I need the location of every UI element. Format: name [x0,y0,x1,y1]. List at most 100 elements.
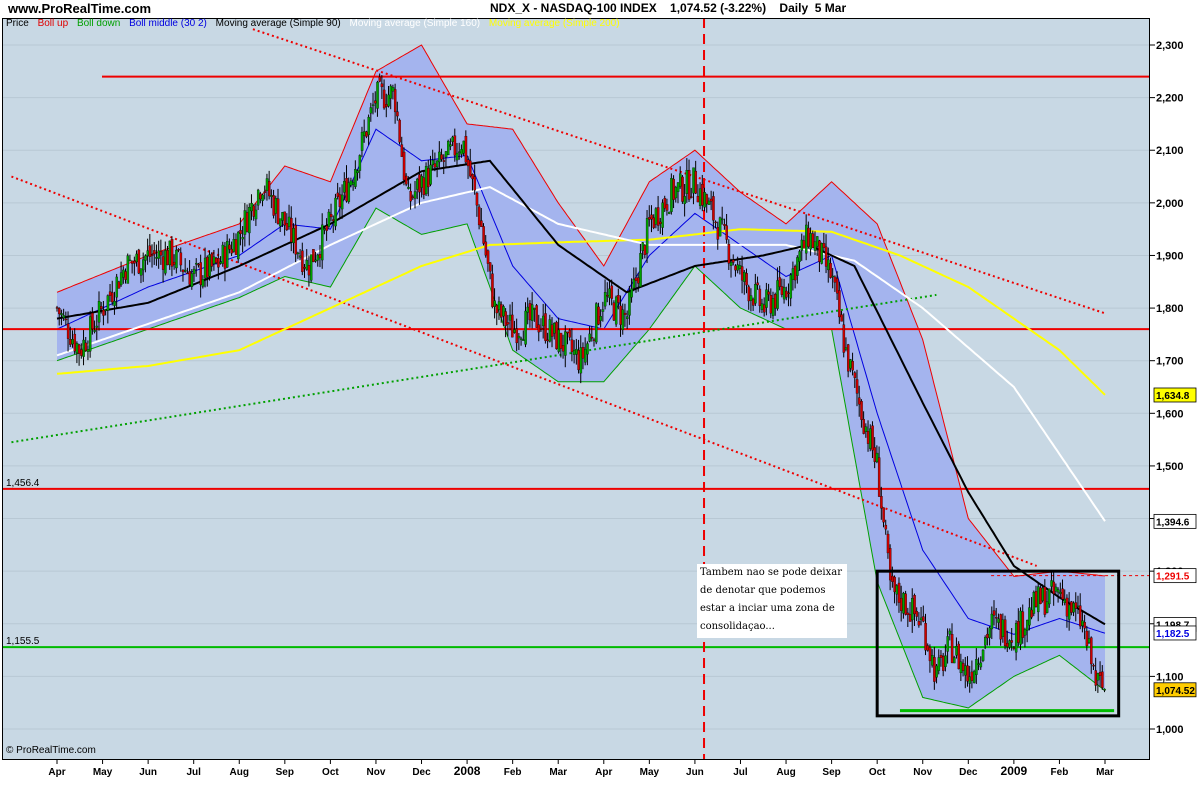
candle [393,83,397,124]
candle-body [818,240,821,262]
candle-body [946,636,949,652]
candle-body [338,194,342,208]
candle-body [1043,586,1047,615]
candle-body [82,339,85,357]
candle [126,253,130,284]
candle [488,262,492,280]
candle-body [1028,607,1031,626]
candle [785,286,788,301]
candle [884,519,888,535]
candle [915,607,919,621]
candle-body [212,256,216,265]
candle [725,213,728,244]
site-name[interactable]: www.ProRealTime.com [8,1,152,16]
candle [721,206,724,225]
candle-body [290,218,293,243]
candle [590,326,594,342]
candle [371,92,375,115]
header-bar: www.ProRealTime.com NDX_X - NASDAQ-100 I… [0,0,1200,18]
candle-body [500,304,503,318]
candle [674,185,678,203]
candle [922,605,925,623]
candle-body [1037,586,1040,613]
legend-ma160[interactable]: Moving average (Simple 160) [349,18,481,29]
candle [347,177,351,204]
legend-ma200[interactable]: Moving average (Simple 200) [488,18,620,29]
candle [880,486,883,520]
level-label-1,456.4: 1,456.4 [6,478,40,489]
candle-body [517,335,521,339]
candle-body [988,627,991,638]
candle [106,294,110,324]
candle-body [157,250,161,259]
x-tick-label: Aug [776,767,795,778]
candle-body [718,217,722,237]
candle-body [460,149,463,155]
candle-body [210,253,214,267]
footer-credit: © ProRealTime.com [6,745,96,756]
candle [77,343,81,366]
candle-body [780,286,784,295]
candle [681,174,684,204]
legend-boll-down[interactable]: Boll down [76,18,121,29]
annotation-note: Tambem nao se pode deixar de denotar que… [697,564,847,638]
candle [928,644,932,673]
candle-body [287,216,291,227]
candle-body [807,227,810,247]
candle [663,195,667,212]
legend-ma90[interactable]: Moving average (Simple 90) [215,18,341,29]
candle-body [142,259,145,271]
candle [822,232,826,253]
candle-body [416,178,419,190]
y-tick-label: 1,900 [1156,250,1184,262]
candle-body [701,184,704,206]
candle-body [396,111,399,117]
candle-body [979,662,983,668]
candle [329,203,333,222]
candle [175,245,178,274]
candle-body [447,141,450,156]
candle-body [553,322,556,334]
candle [376,80,379,117]
x-tick-label: 2009 [1001,764,1028,778]
candle [831,268,835,289]
candle [948,628,952,641]
candle [327,209,331,229]
candle [603,279,607,310]
legend-price[interactable]: Price [6,18,29,29]
candle [447,139,450,156]
candle [117,280,121,289]
candle-body [80,349,83,356]
candle-body [93,330,96,332]
candle [979,656,983,670]
candle-body [451,136,454,143]
candle [475,191,479,217]
candle [402,147,406,186]
candle-body [391,87,395,92]
candle-body [265,178,269,192]
candle-body [137,249,141,274]
candle-body [908,614,912,622]
candle-body [785,290,788,298]
candle [480,207,483,227]
candle-body [440,154,443,160]
consolidation-box [875,569,1121,718]
candle-body [371,104,375,106]
candle-body [1014,623,1018,653]
candle-body [75,343,79,354]
legend-boll-up[interactable]: Boll up [37,18,69,29]
candle-body [256,189,260,206]
candle-body [650,214,653,220]
candle-body [263,191,267,193]
candle-body [778,277,781,287]
candle-body [581,347,585,359]
candle-body [1072,602,1075,613]
candle [707,197,711,205]
candle [55,305,59,312]
candle [325,218,328,241]
candle [858,385,861,417]
candle [113,291,116,315]
legend-boll-middle[interactable]: Boll middle (30 2) [129,18,207,29]
candle [687,159,691,203]
